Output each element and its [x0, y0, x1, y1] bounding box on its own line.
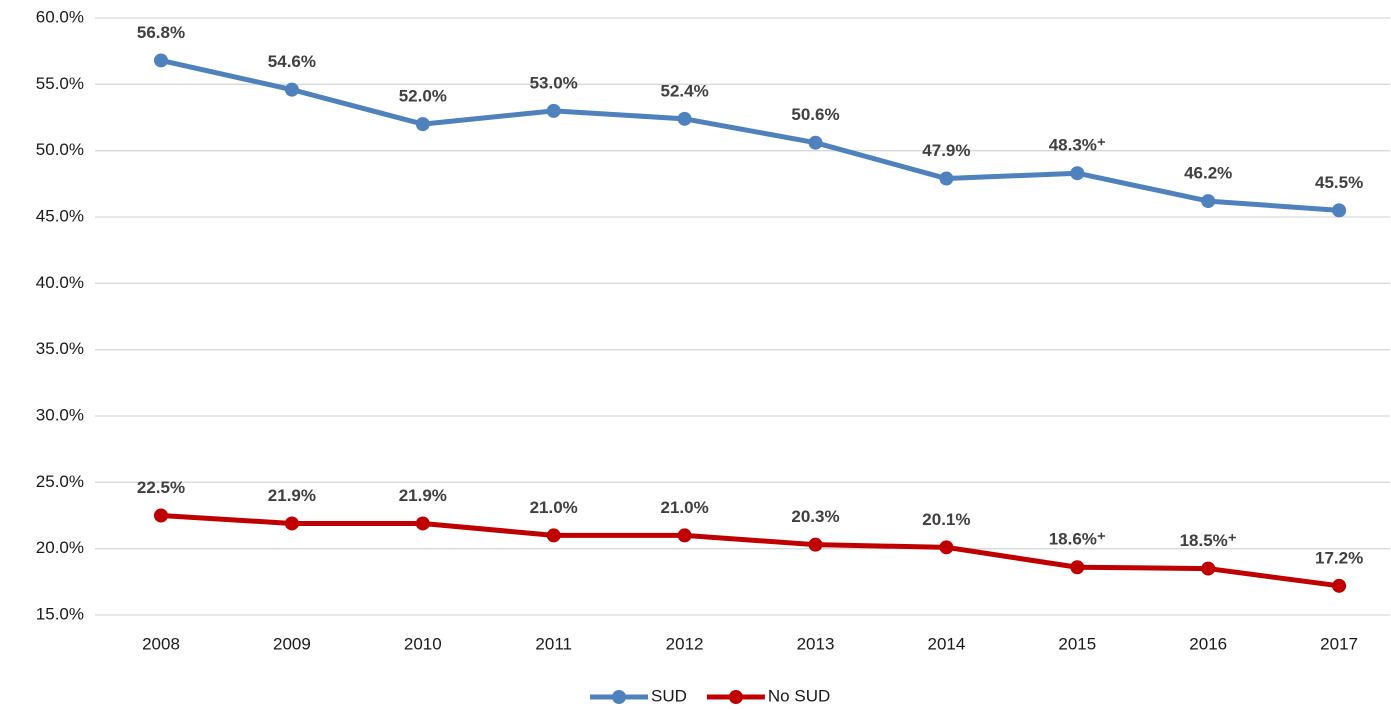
value-label: 52.0% [399, 87, 447, 106]
x-tick-label: 2012 [666, 634, 704, 653]
value-label: 20.1% [922, 510, 970, 529]
value-label: 52.4% [660, 81, 708, 100]
x-tick-label: 2014 [927, 634, 965, 653]
data-point [677, 111, 692, 126]
y-tick-label: 25.0% [36, 472, 84, 491]
data-point [1070, 560, 1085, 575]
legend-label: SUD [651, 686, 687, 705]
value-label: 45.5% [1315, 173, 1363, 192]
y-tick-label: 20.0% [36, 538, 84, 557]
y-tick-label: 15.0% [36, 604, 84, 623]
value-label: 21.9% [268, 486, 316, 505]
x-tick-label: 2010 [404, 634, 442, 653]
data-point [1070, 166, 1085, 181]
value-label: 50.6% [791, 105, 839, 124]
value-label: 20.3% [791, 507, 839, 526]
value-label: 46.2% [1184, 164, 1232, 183]
legend-marker [612, 690, 626, 704]
value-label: 47.9% [922, 141, 970, 160]
legend-label: No SUD [768, 686, 830, 705]
data-point [808, 135, 823, 150]
value-label: 56.8% [137, 23, 185, 42]
data-point [415, 516, 430, 531]
data-point [939, 540, 954, 555]
value-label: 18.5%⁺ [1180, 531, 1237, 550]
x-tick-label: 2011 [535, 634, 572, 653]
data-point [284, 516, 299, 531]
y-tick-label: 30.0% [36, 405, 84, 424]
data-point [1201, 194, 1216, 209]
data-point [415, 117, 430, 132]
data-point [546, 528, 561, 543]
data-point [284, 82, 299, 97]
value-label: 21.0% [660, 498, 708, 517]
data-point [154, 508, 168, 523]
series-line [160, 58, 1340, 213]
series-line [160, 513, 1340, 589]
x-tick-label: 2009 [273, 634, 311, 653]
y-tick-label: 40.0% [36, 273, 84, 292]
value-label: 53.0% [530, 73, 578, 92]
data-point [1332, 203, 1347, 218]
x-tick-label: 2015 [1058, 634, 1096, 653]
data-point [1332, 578, 1347, 593]
x-tick-label: 2017 [1320, 634, 1358, 653]
value-label: 18.6%⁺ [1049, 530, 1106, 549]
x-tick-label: 2016 [1189, 634, 1227, 653]
data-point [808, 537, 823, 552]
value-label: 22.5% [137, 478, 185, 497]
data-point [939, 171, 954, 186]
value-label: 17.2% [1315, 548, 1363, 567]
data-point [677, 528, 692, 543]
value-label: 21.0% [530, 498, 578, 517]
y-tick-label: 35.0% [36, 339, 84, 358]
data-point [1201, 561, 1216, 576]
value-label: 54.6% [268, 52, 316, 71]
y-tick-label: 60.0% [36, 7, 84, 26]
data-point [546, 103, 561, 118]
data-point [154, 53, 168, 68]
x-tick-label: 2008 [142, 634, 180, 653]
y-tick-label: 55.0% [36, 74, 84, 93]
legend-marker [728, 690, 743, 704]
y-tick-label: 45.0% [36, 206, 84, 225]
y-tick-label: 50.0% [36, 140, 84, 159]
value-label: 48.3%⁺ [1049, 136, 1106, 155]
x-tick-label: 2013 [797, 634, 835, 653]
value-label: 21.9% [399, 486, 447, 505]
